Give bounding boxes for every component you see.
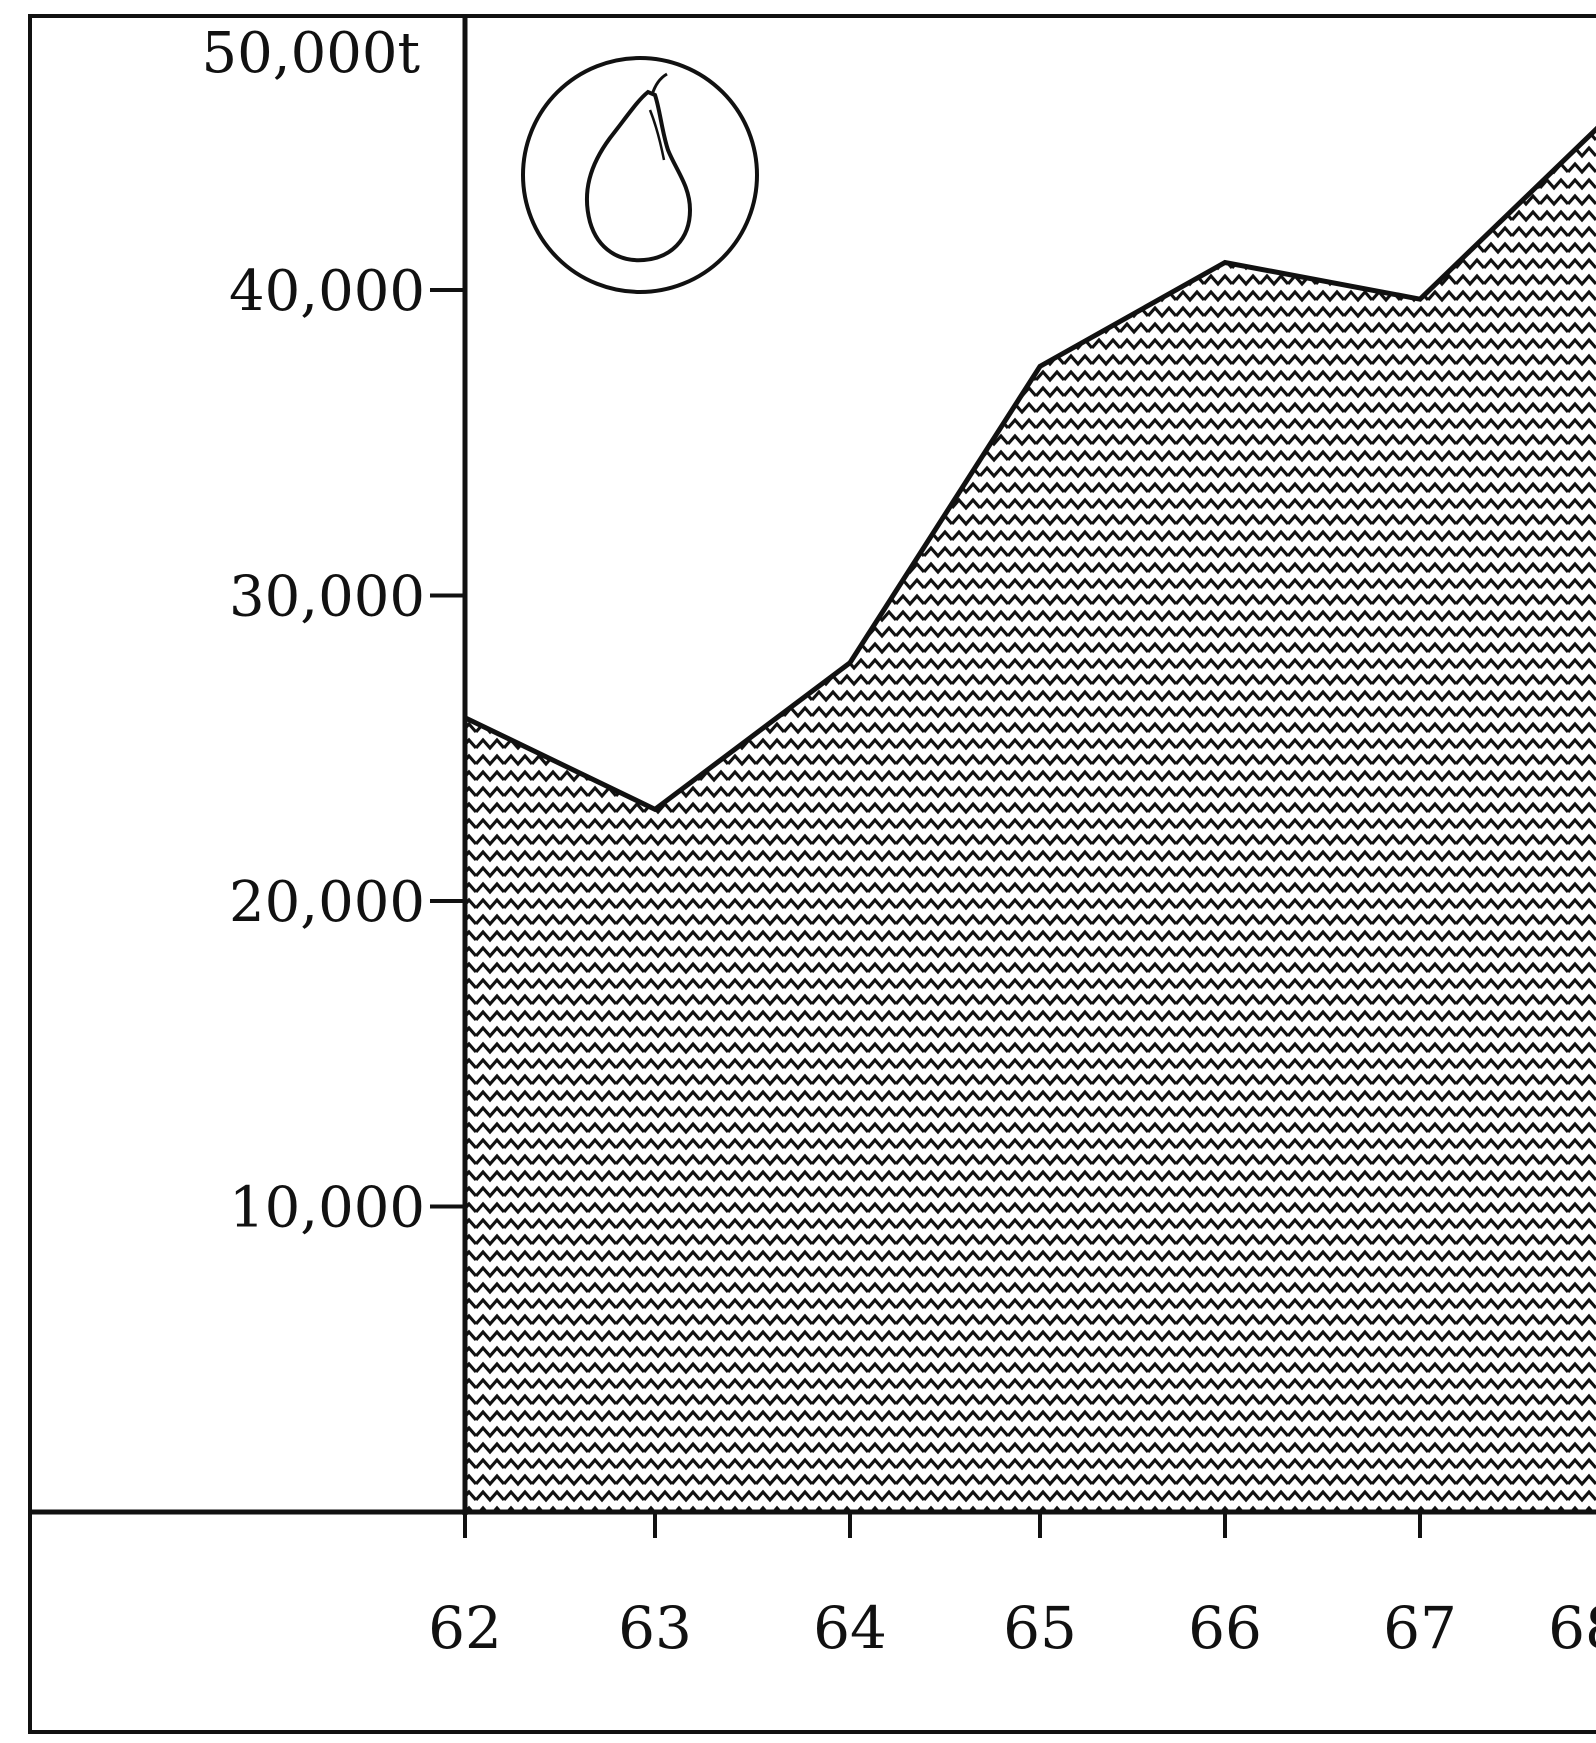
x-tick-label: 66 <box>1188 1594 1262 1662</box>
y-tick-label: 10,000 <box>229 1176 425 1241</box>
data-point <box>1223 260 1227 265</box>
x-tick-label: 63 <box>618 1594 692 1662</box>
pear-in-circle-icon <box>521 56 759 294</box>
x-tick-label: 68 <box>1548 1594 1596 1662</box>
data-point <box>653 807 657 812</box>
data-point <box>1038 364 1042 369</box>
series-area <box>465 129 1596 1512</box>
outer-frame <box>28 14 1596 1734</box>
y-tick-label: 40,000 <box>229 259 425 324</box>
data-point <box>848 660 852 665</box>
x-ticks: 62 63 64 65 66 67 68 <box>428 1512 1596 1662</box>
y-ticks: 10,000 20,000 30,000 40,000 50,000t <box>202 21 465 1241</box>
x-tick-label: 65 <box>1003 1594 1077 1662</box>
area-layer <box>463 125 1596 1512</box>
y-tick-label: 50,000t <box>202 21 421 86</box>
x-tick-label: 62 <box>428 1594 502 1662</box>
y-tick-label: 30,000 <box>229 565 425 630</box>
x-tick-label: 67 <box>1383 1594 1457 1662</box>
x-tick-label: 64 <box>813 1594 887 1662</box>
y-tick-label: 20,000 <box>229 870 425 935</box>
data-point <box>1418 297 1422 302</box>
